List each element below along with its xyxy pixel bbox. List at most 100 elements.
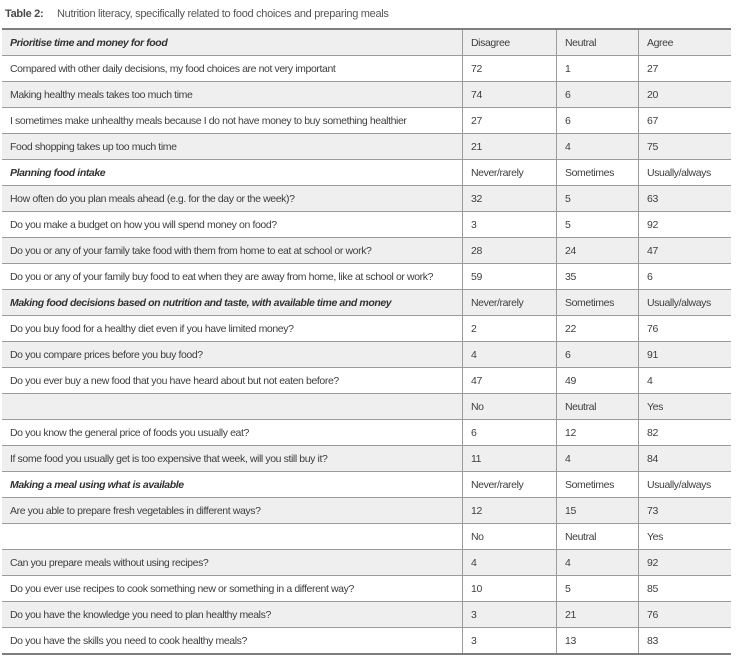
table-caption-text: Nutrition literacy, specifically related…: [57, 8, 389, 20]
question-cell: Are you able to prepare fresh vegetables…: [10, 504, 261, 517]
value-cell: 12: [556, 420, 638, 445]
column-header-cell: Never/rarely: [462, 160, 556, 185]
column-header-cell: No: [462, 394, 556, 419]
table-row: Do you make a budget on how you will spe…: [2, 212, 731, 238]
question-cell: If some food you usually get is too expe…: [10, 452, 328, 465]
value-cell: 21: [462, 134, 556, 159]
value-cell: 5: [556, 212, 638, 237]
value-cell: 15: [556, 498, 638, 523]
value-cell: 47: [462, 368, 556, 393]
question-cell: Do you have the knowledge you need to pl…: [10, 608, 271, 621]
table-caption-label: Table 2:: [5, 8, 44, 20]
column-header-cell: Usually/always: [638, 472, 731, 497]
section-title-cell: Prioritise time and money for food: [10, 36, 168, 49]
value-cell: 74: [462, 82, 556, 107]
value-cell: 76: [638, 316, 731, 341]
column-header-cell: Sometimes: [556, 290, 638, 315]
question-cell: Do you make a budget on how you will spe…: [10, 218, 277, 231]
question-cell: Do you or any of your family take food w…: [10, 244, 372, 257]
column-header-cell: Never/rarely: [462, 290, 556, 315]
table-row: Do you have the skills you need to cook …: [2, 628, 731, 655]
question-cell: Do you buy food for a healthy diet even …: [10, 322, 294, 335]
section-header-row: Planning food intake Never/rarely Sometime…: [2, 160, 731, 186]
value-cell: 84: [638, 446, 731, 471]
value-cell: 72: [462, 56, 556, 81]
value-cell: 22: [556, 316, 638, 341]
column-header-cell: Neutral: [556, 524, 638, 549]
question-cell: How often do you plan meals ahead (e.g. …: [10, 192, 295, 205]
column-header-cell: Disagree: [462, 30, 556, 55]
question-cell: Food shopping takes up too much time: [10, 140, 177, 153]
table-caption: Table 2: Nutrition literacy, specificall…: [0, 0, 738, 20]
value-cell: 20: [638, 82, 731, 107]
column-header-cell: Neutral: [556, 394, 638, 419]
value-cell: 75: [638, 134, 731, 159]
column-header-cell: Yes: [638, 394, 731, 419]
value-cell: 3: [462, 628, 556, 653]
section-title-cell: Making food decisions based on nutrition…: [10, 296, 392, 309]
value-cell: 92: [638, 550, 731, 575]
table-row: Do you or any of your family buy food to…: [2, 264, 731, 290]
value-cell: 2: [462, 316, 556, 341]
value-cell: 12: [462, 498, 556, 523]
question-cell: Do you have the skills you need to cook …: [10, 634, 247, 647]
value-cell: 6: [556, 82, 638, 107]
nutrition-literacy-table: Prioritise time and money for food Disagr…: [2, 28, 731, 655]
question-cell: Compared with other daily decisions, my …: [10, 62, 336, 75]
value-cell: 13: [556, 628, 638, 653]
value-cell: 85: [638, 576, 731, 601]
value-cell: 73: [638, 498, 731, 523]
value-cell: 6: [556, 342, 638, 367]
section-title-cell: Planning food intake: [10, 166, 106, 179]
value-cell: 3: [462, 602, 556, 627]
value-cell: 27: [462, 108, 556, 133]
table-row: How often do you plan meals ahead (e.g. …: [2, 186, 731, 212]
table-row: Do you know the general price of foods y…: [2, 420, 731, 446]
value-cell: 6: [556, 108, 638, 133]
question-cell: I sometimes make unhealthy meals because…: [10, 114, 407, 127]
value-cell: 4: [462, 550, 556, 575]
value-cell: 6: [462, 420, 556, 445]
table-row: Do you ever use recipes to cook somethin…: [2, 576, 731, 602]
section-title-cell: Making a meal using what is available: [10, 478, 184, 491]
question-cell: Do you ever buy a new food that you have…: [10, 374, 339, 387]
value-cell: 4: [638, 368, 731, 393]
value-cell: 28: [462, 238, 556, 263]
table-row: Do you compare prices before you buy foo…: [2, 342, 731, 368]
column-header-cell: Sometimes: [556, 472, 638, 497]
table-row: Do you or any of your family take food w…: [2, 238, 731, 264]
value-cell: 5: [556, 576, 638, 601]
value-cell: 3: [462, 212, 556, 237]
value-cell: 82: [638, 420, 731, 445]
value-cell: 21: [556, 602, 638, 627]
value-cell: 11: [462, 446, 556, 471]
value-cell: 4: [462, 342, 556, 367]
table-row: Do you ever buy a new food that you have…: [2, 368, 731, 394]
column-header-cell: Yes: [638, 524, 731, 549]
column-header-cell: Agree: [638, 30, 731, 55]
question-cell: Do you compare prices before you buy foo…: [10, 348, 203, 361]
value-cell: 47: [638, 238, 731, 263]
value-cell: 4: [556, 134, 638, 159]
table-row: Making healthy meals takes too much time…: [2, 82, 731, 108]
value-cell: 24: [556, 238, 638, 263]
value-cell: 10: [462, 576, 556, 601]
question-cell: Do you ever use recipes to cook somethin…: [10, 582, 354, 595]
value-cell: 35: [556, 264, 638, 289]
value-cell: 92: [638, 212, 731, 237]
value-cell: 5: [556, 186, 638, 211]
value-cell: 6: [638, 264, 731, 289]
column-header-cell: No: [462, 524, 556, 549]
question-cell: [2, 524, 462, 549]
table-row: Are you able to prepare fresh vegetables…: [2, 498, 731, 524]
value-cell: 4: [556, 550, 638, 575]
value-cell: 76: [638, 602, 731, 627]
section-header-row: Making food decisions based on nutrition…: [2, 290, 731, 316]
question-cell: Can you prepare meals without using reci…: [10, 556, 209, 569]
question-cell: Making healthy meals takes too much time: [10, 88, 193, 101]
subheader-row: No Neutral Yes: [2, 524, 731, 550]
value-cell: 83: [638, 628, 731, 653]
question-cell: Do you or any of your family buy food to…: [10, 270, 434, 283]
value-cell: 91: [638, 342, 731, 367]
